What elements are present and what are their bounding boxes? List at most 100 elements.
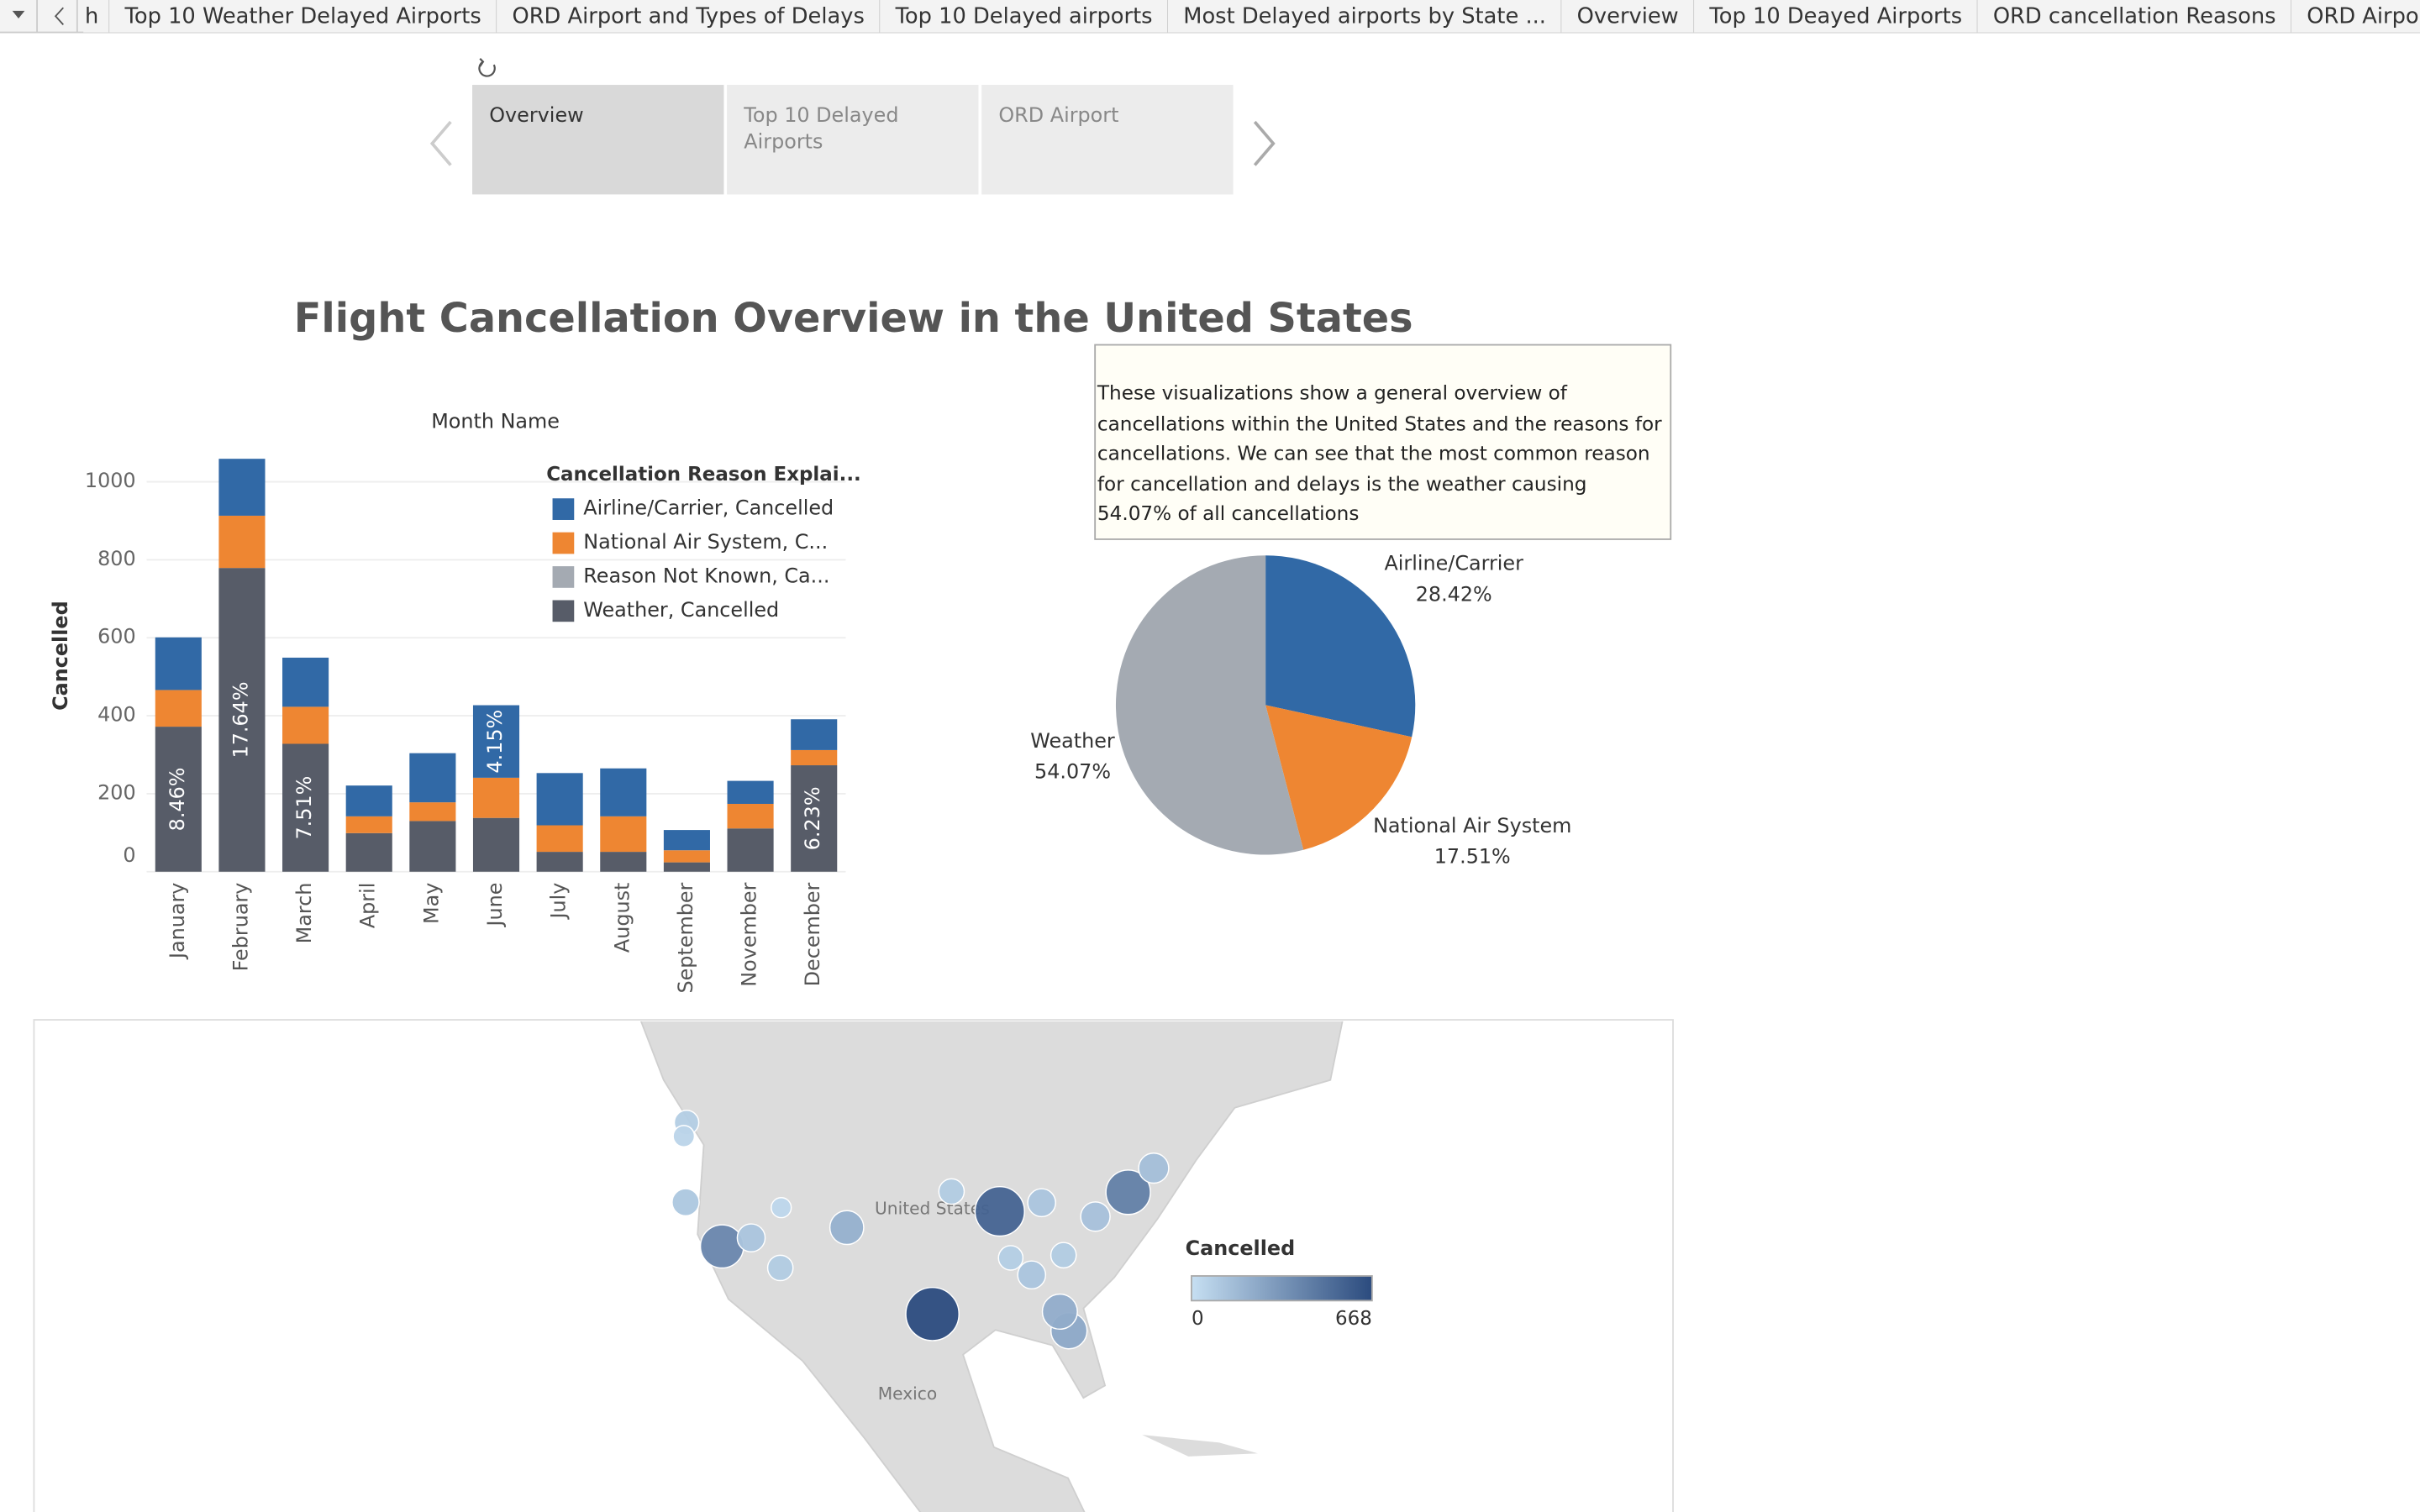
bar-label: 6.23% [801, 786, 824, 850]
tab[interactable] [497, 0, 881, 33]
bar-segment [155, 690, 202, 727]
pie-value-label: 54.07% [1034, 760, 1111, 784]
bar-segment [600, 816, 647, 853]
bar-segment [727, 828, 774, 872]
tab[interactable] [2291, 0, 2420, 33]
tab-label[interactable]: ORD Airport and Types of Delays [512, 4, 864, 29]
airport-bubble[interactable] [1050, 1242, 1077, 1269]
x-tick-label: August [610, 883, 634, 953]
legend-label[interactable]: Airline/Carrier, Cancelled [583, 496, 834, 520]
pie-label: Weather [1030, 729, 1115, 753]
airport-bubble[interactable] [672, 1125, 696, 1147]
y-tick-label: 800 [97, 547, 136, 570]
legend-tick-label: 0 [1192, 1308, 1204, 1330]
legend-title: Cancellation Reason Explai... [546, 464, 861, 486]
tab-label[interactable]: Top 10 Delayed airports [895, 4, 1153, 29]
tab[interactable] [1167, 0, 1562, 33]
bar-segment [409, 802, 456, 822]
legend-label[interactable]: Weather, Cancelled [583, 598, 779, 622]
tab[interactable] [1561, 0, 1695, 33]
y-tick-label: 200 [97, 780, 136, 804]
story-point[interactable]: ORD Airport [981, 85, 1234, 195]
bar-segment [536, 852, 583, 872]
pie-label: Airline/Carrier [1384, 552, 1523, 575]
bar-segment [536, 825, 583, 853]
tab-label[interactable]: Overview [1577, 4, 1679, 29]
airport-bubble[interactable] [829, 1210, 865, 1246]
airport-bubble[interactable] [1138, 1152, 1170, 1184]
x-tick-label: March [292, 883, 316, 944]
tab-label[interactable]: Most Delayed airports by State ... [1183, 4, 1546, 29]
bar-segment [472, 705, 520, 778]
tab-label[interactable]: h [85, 4, 98, 29]
airport-bubble[interactable] [766, 1254, 794, 1282]
y-tick-label: 400 [97, 703, 136, 727]
legend-swatch[interactable] [552, 566, 575, 588]
bar-segment [600, 852, 647, 872]
tab-label[interactable]: ORD Airport [2307, 4, 2420, 29]
bar-segment [345, 832, 392, 872]
legend-label[interactable]: National Air System, C... [583, 530, 828, 554]
tab[interactable] [83, 0, 110, 33]
bar-segment [282, 657, 329, 707]
x-tick-label: February [229, 883, 252, 972]
place-label: Mexico [878, 1383, 937, 1404]
x-tick-label: July [547, 883, 571, 921]
x-tick-label: December [801, 882, 824, 986]
bar-segment [218, 515, 266, 569]
bar-segment [218, 459, 266, 516]
bar-segment [791, 719, 838, 750]
bar-segment [791, 749, 838, 766]
airport-bubble[interactable] [1105, 1169, 1151, 1215]
bar-segment [663, 850, 710, 863]
bar-segment [345, 785, 392, 816]
airport-bubble[interactable] [997, 1245, 1024, 1271]
airport-bubble[interactable] [905, 1286, 960, 1341]
legend-swatch[interactable] [552, 600, 575, 622]
bar-segment [282, 706, 329, 744]
pie-slice [1265, 555, 1416, 738]
airport-bubble[interactable] [736, 1223, 766, 1252]
airport-bubble[interactable] [974, 1185, 1025, 1237]
story-next[interactable] [1253, 120, 1276, 166]
tab[interactable] [880, 0, 1168, 33]
legend-swatch[interactable] [552, 498, 575, 520]
tab[interactable] [1694, 0, 1978, 33]
dashboard-title: Flight Cancellation Overview in the Unit… [294, 296, 1413, 342]
story-point[interactable]: Top 10 Delayed Airports [727, 85, 979, 195]
bar-segment [663, 830, 710, 851]
y-axis-title: Cancelled [49, 601, 72, 711]
airport-bubble[interactable] [671, 1188, 700, 1217]
story-point[interactable]: Overview [472, 85, 724, 195]
airport-bubble[interactable] [1041, 1293, 1078, 1331]
bar-segment [727, 803, 774, 829]
tab[interactable] [1977, 0, 2291, 33]
airport-bubble[interactable] [771, 1197, 792, 1219]
legend-label[interactable]: Reason Not Known, Ca... [583, 564, 829, 587]
tab[interactable] [109, 0, 497, 33]
tab-menu[interactable] [12, 10, 25, 19]
tab-label[interactable]: ORD cancellation Reasons [1993, 4, 2276, 29]
bar-segment [218, 568, 266, 872]
tab-label[interactable]: Top 10 Deayed Airports [1708, 4, 1962, 29]
bar-segment [409, 753, 456, 803]
pie-label: National Air System [1373, 814, 1571, 837]
x-tick-label: November [738, 882, 761, 986]
bar-segment [472, 777, 520, 818]
bar-segment [536, 773, 583, 826]
airport-bubble[interactable] [1017, 1260, 1047, 1290]
legend-swatch[interactable] [552, 532, 575, 554]
airport-bubble[interactable] [699, 1224, 744, 1269]
bar-segment [155, 637, 202, 690]
story-prev[interactable] [429, 120, 452, 166]
airport-bubble[interactable] [1080, 1201, 1111, 1232]
bar-label: 8.46% [166, 768, 189, 832]
airport-bubble[interactable] [1027, 1188, 1056, 1218]
airport-bubble[interactable] [938, 1178, 965, 1205]
tab-prev[interactable] [54, 7, 64, 26]
revert-icon[interactable] [478, 58, 496, 77]
tab-label[interactable]: Top 10 Weather Delayed Airports [124, 4, 481, 29]
bar-label: 7.51% [292, 776, 316, 840]
